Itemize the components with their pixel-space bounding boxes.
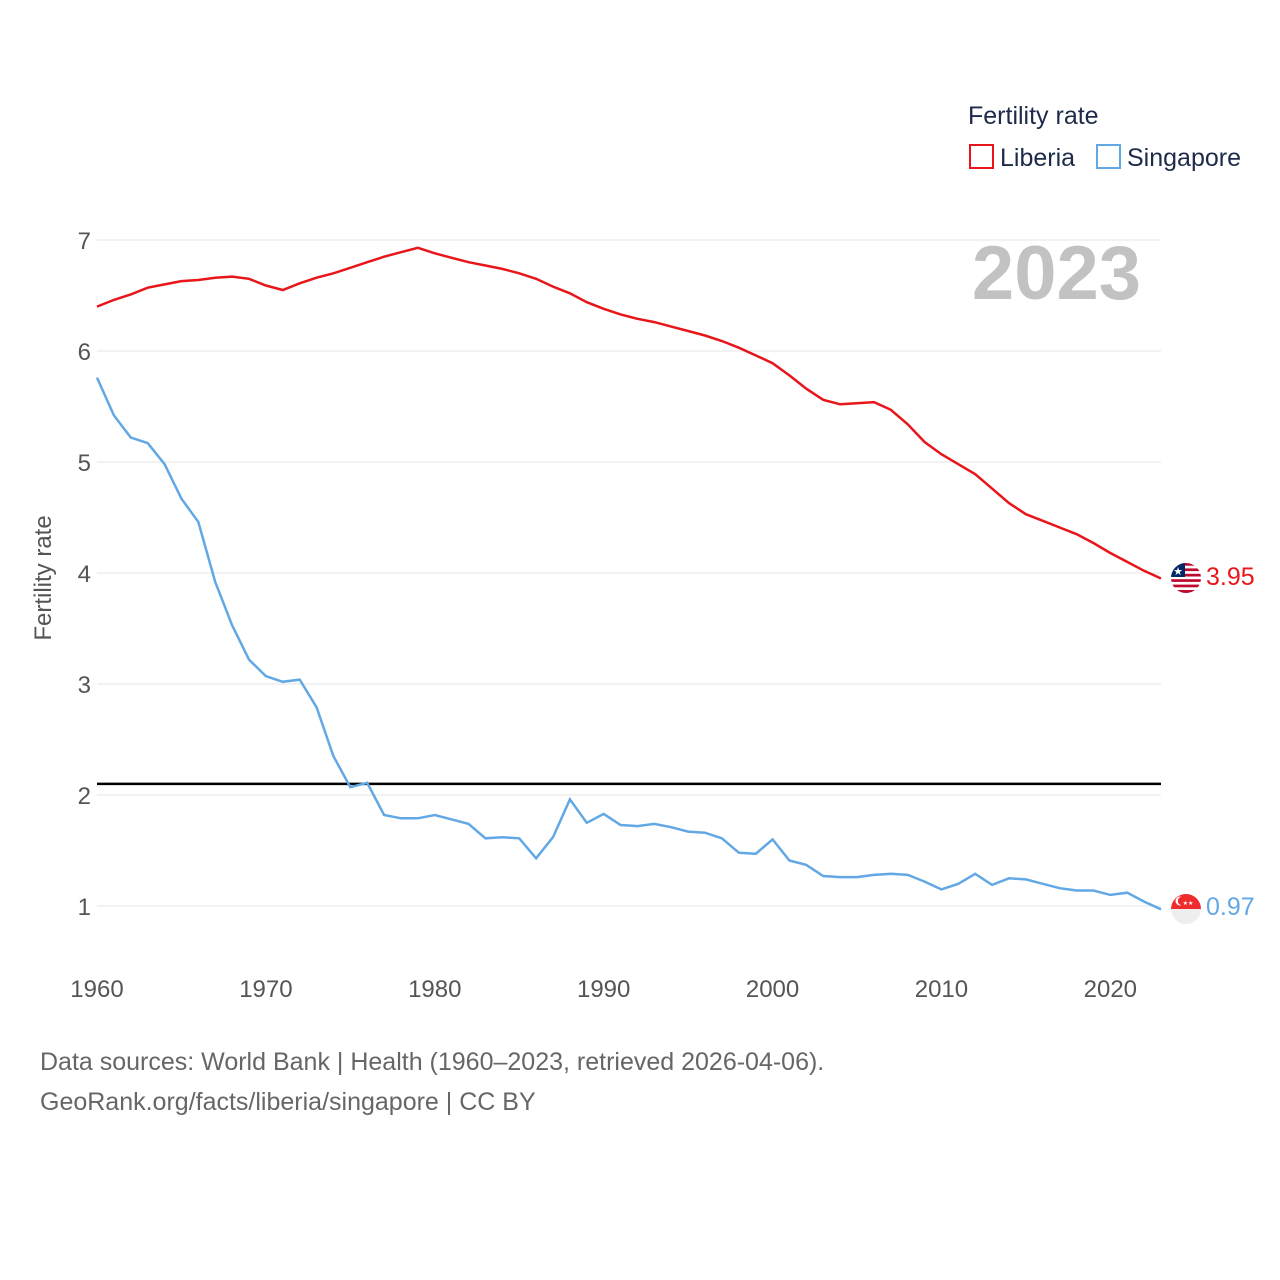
x-tick-label: 1990 — [577, 976, 630, 1003]
end-value-singapore: 0.97 — [1206, 893, 1255, 921]
credit-line[interactable]: GeoRank.org/facts/liberia/singapore | CC… — [40, 1088, 536, 1116]
year-watermark: 2023 — [972, 231, 1141, 316]
legend-swatch-singapore[interactable] — [1096, 144, 1121, 169]
legend-title: Fertility rate — [968, 102, 1099, 130]
y-tick-label: 4 — [78, 561, 91, 588]
legend-label-liberia[interactable]: Liberia — [1000, 144, 1075, 172]
y-axis-label: Fertility rate — [30, 515, 57, 640]
x-tick-label: 1970 — [239, 976, 292, 1003]
x-tick-label: 2000 — [746, 976, 799, 1003]
liberia-flag-icon: ★ — [1171, 563, 1201, 593]
source-note: Data sources: World Bank | Health (1960–… — [40, 1042, 824, 1122]
x-tick-label: 1960 — [70, 976, 123, 1003]
y-tick-label: 6 — [78, 339, 91, 366]
x-tick-label: 2010 — [915, 976, 968, 1003]
y-tick-label: 1 — [78, 894, 91, 921]
source-line: Data sources: World Bank | Health (1960–… — [40, 1048, 825, 1076]
series-line-liberia — [96, 246, 1162, 580]
legend-swatch-liberia[interactable] — [969, 144, 994, 169]
gridlines — [97, 239, 1161, 907]
svg-text:★: ★ — [1173, 565, 1183, 578]
end-value-liberia: 3.95 — [1206, 563, 1255, 591]
y-tick-label: 5 — [78, 450, 91, 477]
chart: 1 2 3 4 5 6 7 1960 1970 1980 1990 2000 2010 2020 Fer… — [30, 102, 1255, 1003]
x-axis: 1960 1970 1980 1990 2000 2010 2020 — [70, 976, 1137, 1003]
singapore-flag-icon: ★★ — [1171, 894, 1201, 924]
series-line-singapore — [95, 377, 1162, 911]
legend-label-singapore[interactable]: Singapore — [1127, 144, 1241, 172]
y-tick-label: 7 — [78, 228, 91, 255]
x-tick-label: 1980 — [408, 976, 461, 1003]
x-tick-label: 2020 — [1084, 976, 1137, 1003]
y-axis: 1 2 3 4 5 6 7 — [78, 228, 91, 921]
svg-text:★★: ★★ — [1183, 900, 1194, 907]
y-tick-label: 3 — [78, 672, 91, 699]
y-tick-label: 2 — [78, 783, 91, 810]
